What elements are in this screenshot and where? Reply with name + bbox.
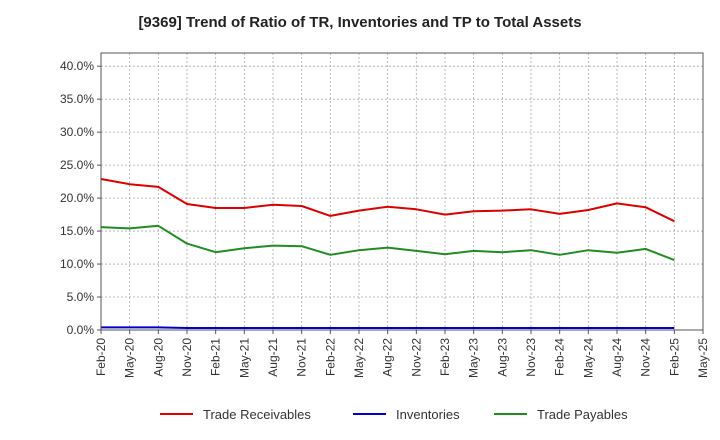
x-tick-label: Aug-24	[610, 338, 624, 377]
y-tick-label: 25.0%	[60, 158, 94, 172]
x-tick-label: Aug-22	[381, 338, 395, 377]
x-tick-label: Nov-23	[524, 338, 538, 377]
legend-label: Trade Receivables	[203, 407, 311, 422]
grid	[100, 53, 704, 331]
plot-area	[100, 52, 704, 331]
series-lines	[100, 178, 675, 329]
legend-label: Trade Payables	[537, 407, 628, 422]
y-tick-label: 0.0%	[67, 323, 95, 337]
x-tick-label: May-20	[123, 338, 137, 378]
x-tick-label: Feb-22	[323, 338, 337, 376]
x-tick-label: Feb-24	[553, 338, 567, 376]
chart-title: [9369] Trend of Ratio of TR, Inventories…	[138, 14, 582, 31]
series-line-2	[100, 224, 675, 262]
x-tick-label: Aug-20	[151, 338, 165, 377]
x-tick-label: Feb-23	[438, 338, 452, 376]
series-line-0	[100, 178, 675, 223]
y-tick-label: 10.0%	[60, 257, 94, 271]
x-tick-label: Nov-22	[409, 338, 423, 377]
y-tick-label: 35.0%	[60, 92, 94, 106]
x-axis-ticks: Feb-20 May-20 Aug-20 Nov-20 Feb-21 May-21 Aug-…	[94, 330, 710, 378]
x-tick-label: May-24	[581, 338, 595, 378]
x-tick-label: Aug-21	[266, 338, 280, 377]
y-tick-label: 40.0%	[60, 59, 94, 73]
x-tick-label: Feb-21	[209, 338, 223, 376]
x-tick-label: May-25	[696, 338, 710, 378]
y-tick-label: 5.0%	[67, 290, 95, 304]
legend-label: Inventories	[396, 407, 460, 422]
x-tick-label: Nov-21	[295, 338, 309, 377]
x-tick-label: Feb-20	[94, 338, 108, 376]
x-tick-label: May-23	[467, 338, 481, 378]
y-tick-label: 20.0%	[60, 191, 94, 205]
x-tick-label: Nov-20	[180, 338, 194, 377]
legend: Trade Receivables Inventories Trade Payabl…	[160, 407, 628, 422]
x-tick-label: May-22	[352, 338, 366, 378]
y-tick-label: 15.0%	[60, 224, 94, 238]
x-tick-label: Feb-25	[667, 338, 681, 376]
x-tick-label: Nov-24	[639, 338, 653, 377]
y-tick-label: 30.0%	[60, 125, 94, 139]
series-line-1	[101, 326, 675, 329]
y-axis-ticks: 0.0% 5.0% 10.0% 15.0% 20.0% 25.0% 30.0% 35.0% 40…	[60, 59, 101, 337]
x-tick-label: May-21	[237, 338, 251, 378]
x-tick-label: Aug-23	[495, 338, 509, 377]
